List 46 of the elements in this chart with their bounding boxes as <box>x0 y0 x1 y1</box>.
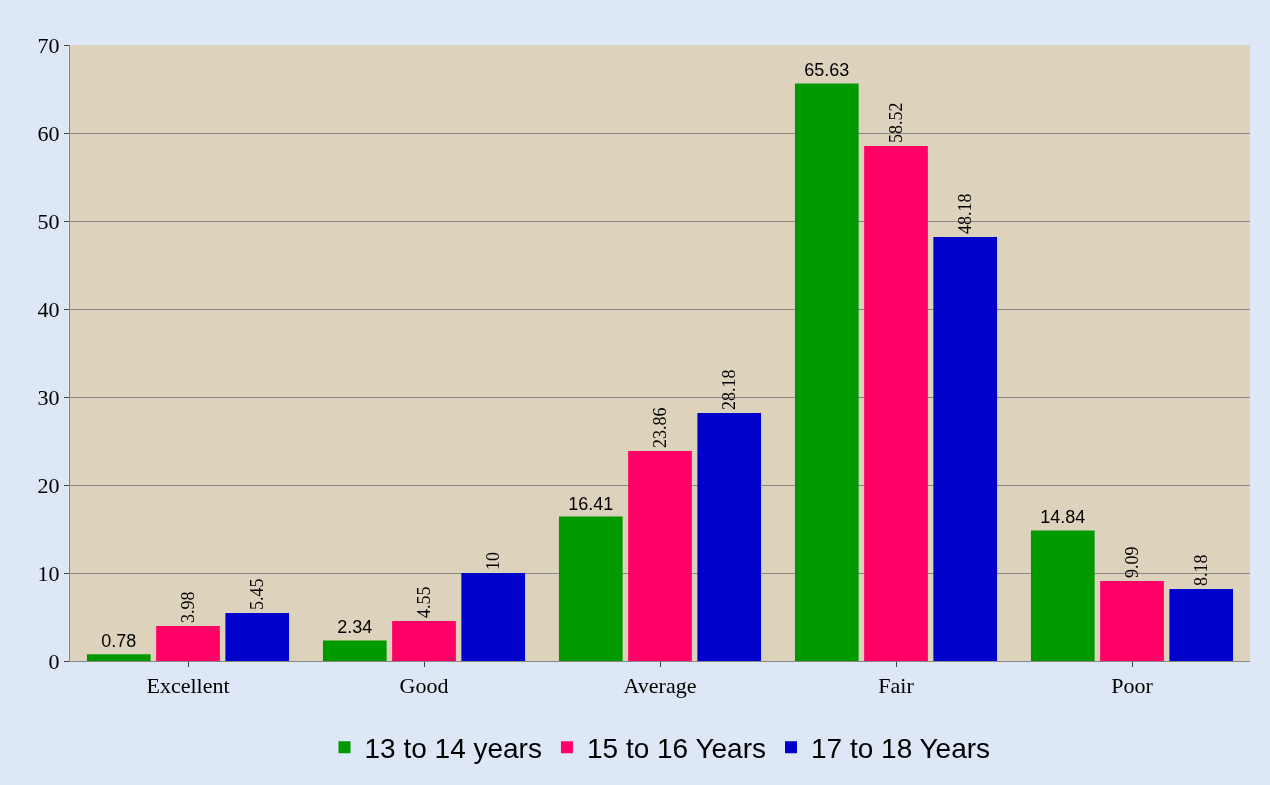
bar <box>697 413 762 661</box>
y-tick-label: 20 <box>37 472 60 498</box>
data-label: 3.98 <box>178 591 198 623</box>
data-label: 0.78 <box>101 631 137 652</box>
bar <box>558 516 623 661</box>
bar <box>392 620 456 661</box>
y-tick-label: 0 <box>48 648 60 674</box>
legend-label: 13 to 14 years <box>364 733 542 765</box>
data-label: 8.18 <box>1191 554 1212 587</box>
legend-label: 15 to 16 Years <box>586 733 766 765</box>
y-tick-label: 50 <box>37 208 60 234</box>
bar <box>225 613 290 661</box>
bar <box>86 654 151 661</box>
bar <box>322 640 387 661</box>
bar <box>628 451 692 661</box>
data-label: 58.52 <box>886 102 906 144</box>
x-tick-label: Poor <box>1111 673 1154 699</box>
y-tick-label: 30 <box>37 384 60 410</box>
data-label: 14.84 <box>1040 507 1086 528</box>
data-label: 4.55 <box>414 586 434 618</box>
legend-label: 17 to 18 Years <box>811 733 991 765</box>
data-label: 16.41 <box>568 493 614 514</box>
bar <box>794 83 859 661</box>
bar <box>933 237 998 661</box>
bar <box>1030 530 1095 661</box>
x-tick-label: Good <box>399 673 449 699</box>
bar <box>461 573 526 661</box>
data-label: 5.45 <box>247 578 268 611</box>
bar <box>864 146 928 661</box>
data-label: 9.09 <box>1122 546 1142 579</box>
data-label: 2.34 <box>337 617 373 638</box>
x-tick-label: Average <box>623 673 697 699</box>
bar <box>156 625 220 661</box>
y-tick-label: 40 <box>37 296 60 322</box>
data-label: 10 <box>483 552 504 570</box>
data-label: 65.63 <box>804 60 850 81</box>
data-label: 23.86 <box>650 407 670 449</box>
y-tick-label: 70 <box>37 32 60 58</box>
bar <box>1169 589 1234 661</box>
x-tick-label: Fair <box>878 673 915 699</box>
y-tick-label: 10 <box>37 560 60 586</box>
x-tick-label: Excellent <box>146 673 230 699</box>
y-tick-label: 60 <box>37 120 60 146</box>
bar <box>1100 581 1164 661</box>
data-label: 28.18 <box>719 369 740 411</box>
data-label: 48.18 <box>955 193 976 235</box>
